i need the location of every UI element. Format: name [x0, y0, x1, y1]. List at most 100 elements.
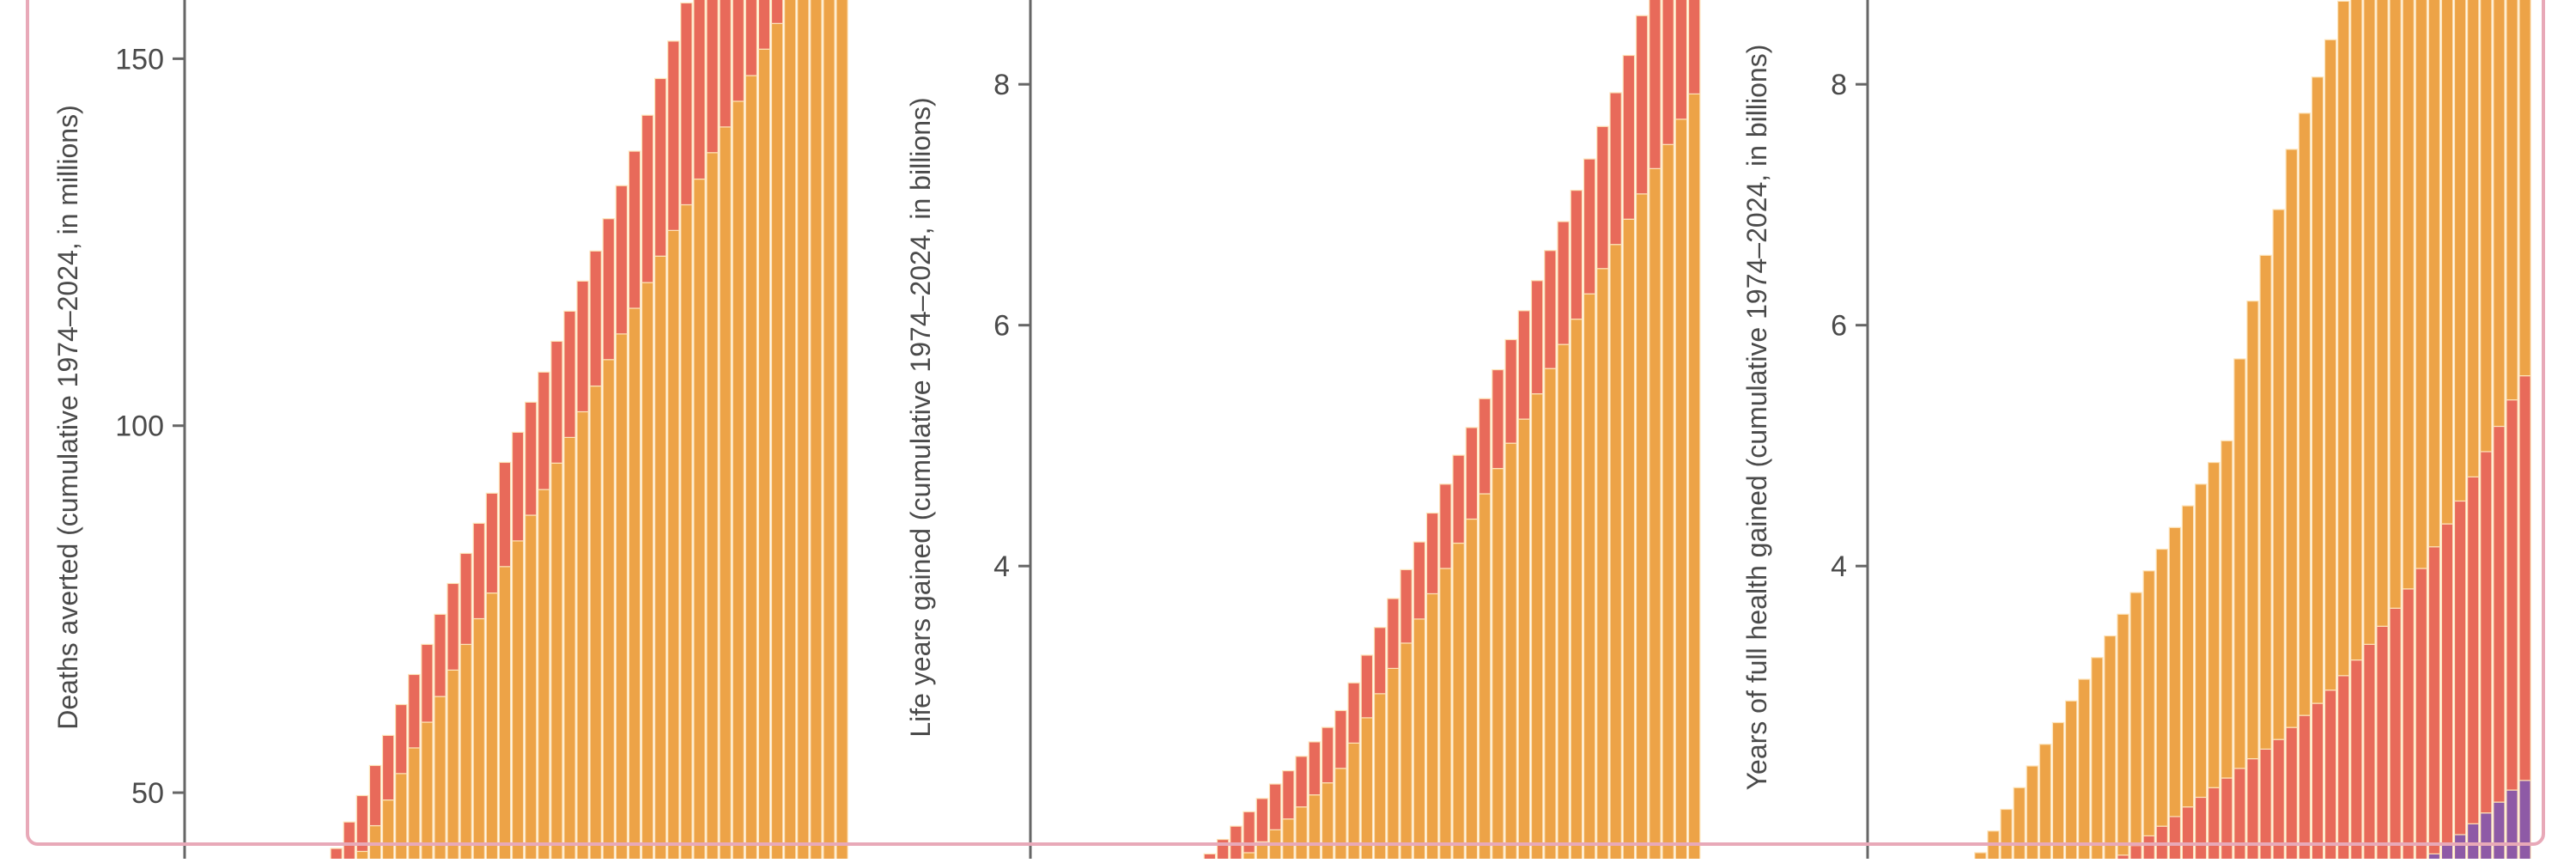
bar-2008-series-1 [1478, 398, 1492, 495]
bar-1996-series-2 [2155, 548, 2168, 827]
bar-2016-series-1 [732, 0, 745, 102]
bar-1993-series-1 [434, 613, 447, 697]
bar-1996-series-1 [1321, 726, 1334, 784]
bar-1985-series-1 [330, 848, 343, 861]
y-axis-label: Life years gained (cumulative 1974–2024,… [905, 97, 936, 737]
bar-2018-series-2 [2440, 0, 2454, 525]
bar-2022-series-2 [2493, 0, 2506, 428]
bar-2003-series-1 [563, 310, 576, 439]
bar-1999-series-1 [511, 431, 525, 542]
bar-1990-series-1 [395, 703, 408, 775]
bar-1994-series-1 [447, 582, 459, 671]
bar-2016-series-1 [1583, 158, 1596, 295]
bar-1982-series-2 [1974, 852, 1987, 861]
bar-1988-series-1 [368, 764, 382, 827]
bar-2017-series-1 [744, 0, 758, 76]
bar-2021-series-2 [2480, 0, 2493, 453]
bar-2014-series-2 [2389, 0, 2402, 609]
bar-2013-series-1 [693, 0, 706, 180]
bar-2015-series-2 [2402, 0, 2415, 590]
bar-2017-series-2 [2427, 0, 2441, 548]
bar-2004-series-2 [2259, 254, 2272, 750]
bar-1997-series-1 [485, 492, 499, 594]
bar-2012-series-1 [1530, 280, 1544, 395]
bar-2017-series-0 [2427, 853, 2441, 861]
bar-2002-series-1 [1400, 568, 1413, 644]
bar-2001-series-1 [538, 371, 550, 490]
bar-1993-series-1 [2117, 854, 2129, 861]
bar-2017-series-1 [1596, 125, 1609, 270]
y-tick-label: 50 [131, 777, 164, 810]
bar-2007-series-1 [615, 185, 629, 335]
bar-2023-series-2 [2506, 0, 2518, 401]
bar-2010-series-1 [1504, 338, 1517, 444]
bar-2018-series-1 [1609, 92, 1622, 246]
bar-1999-series-1 [1360, 654, 1374, 719]
bar-2009-series-1 [641, 114, 654, 283]
bar-1995-series-1 [459, 552, 472, 646]
bar-2005-series-1 [1439, 483, 1452, 569]
bar-1996-series-1 [472, 522, 486, 620]
bar-2019-series-1 [1622, 54, 1636, 220]
bar-2010-series-2 [2337, 0, 2350, 677]
bar-1987-series-1 [355, 794, 369, 853]
figure-frame [26, 0, 2545, 846]
bar-2024-series-1 [1687, 0, 1701, 95]
bar-2014-series-1 [1557, 221, 1570, 345]
bar-1987-series-1 [1203, 853, 1217, 861]
bar-2011-series-1 [667, 40, 680, 231]
bar-2000-series-1 [1373, 627, 1387, 695]
bar-1992-series-1 [421, 643, 434, 723]
bar-1993-series-1 [1282, 770, 1295, 820]
bar-2022-series-1 [1662, 0, 1674, 145]
bar-1987-series-0 [355, 850, 369, 861]
bar-2006-series-2 [2285, 149, 2298, 728]
bar-2008-series-2 [2311, 76, 2324, 704]
bar-2009-series-1 [1492, 368, 1504, 470]
bar-2004-series-1 [576, 280, 589, 413]
bar-2001-series-2 [2221, 440, 2233, 779]
bar-2014-series-1 [706, 0, 719, 154]
bar-1998-series-1 [498, 461, 512, 568]
bar-1995-series-2 [2142, 570, 2155, 836]
bar-2011-series-2 [2350, 0, 2363, 661]
bar-2023-series-1 [1674, 0, 1688, 120]
y-tick-label: 4 [1831, 550, 1847, 583]
bar-2011-series-1 [1517, 310, 1531, 420]
y-tick-label: 8 [993, 69, 1010, 101]
bar-2000-series-2 [2208, 461, 2221, 788]
y-axis-label: Years of full health gained (cumulative … [1741, 45, 1772, 791]
bar-1992-series-1 [1268, 783, 1282, 830]
bar-2024-series-2 [2518, 0, 2531, 377]
bar-2004-series-1 [1425, 512, 1439, 595]
bar-1999-series-2 [2194, 483, 2208, 799]
bar-2009-series-2 [2324, 39, 2337, 691]
bar-2019-series-1 [770, 0, 784, 24]
bar-2020-series-1 [1635, 15, 1649, 195]
bar-1991-series-1 [1255, 798, 1269, 842]
bar-1989-series-1 [381, 734, 395, 801]
bar-2012-series-2 [2363, 0, 2376, 645]
bar-2021-series-1 [1649, 0, 1662, 169]
bar-1991-series-1 [408, 673, 421, 749]
bar-2013-series-2 [2376, 0, 2389, 627]
bar-2015-series-1 [719, 0, 732, 128]
bar-1997-series-1 [1334, 709, 1347, 769]
y-tick-label: 4 [993, 550, 1010, 583]
bar-2001-series-1 [1387, 598, 1400, 669]
bar-1994-series-1 [1295, 756, 1308, 808]
bar-2006-series-1 [602, 218, 616, 361]
bar-2002-series-1 [550, 340, 563, 464]
bar-1990-series-0 [1242, 852, 1255, 861]
bar-2020-series-2 [2467, 0, 2480, 478]
bar-2012-series-1 [680, 2, 693, 206]
bar-2000-series-1 [524, 401, 538, 516]
bar-1994-series-1 [2129, 844, 2142, 861]
bar-2003-series-2 [2246, 301, 2259, 760]
bar-2015-series-1 [1570, 190, 1583, 320]
y-tick-label: 6 [1831, 310, 1847, 343]
bar-1998-series-2 [2181, 505, 2195, 808]
y-axis-label: Deaths averted (cumulative 1974–2024, in… [52, 105, 83, 730]
bar-2007-series-1 [1465, 427, 1479, 520]
